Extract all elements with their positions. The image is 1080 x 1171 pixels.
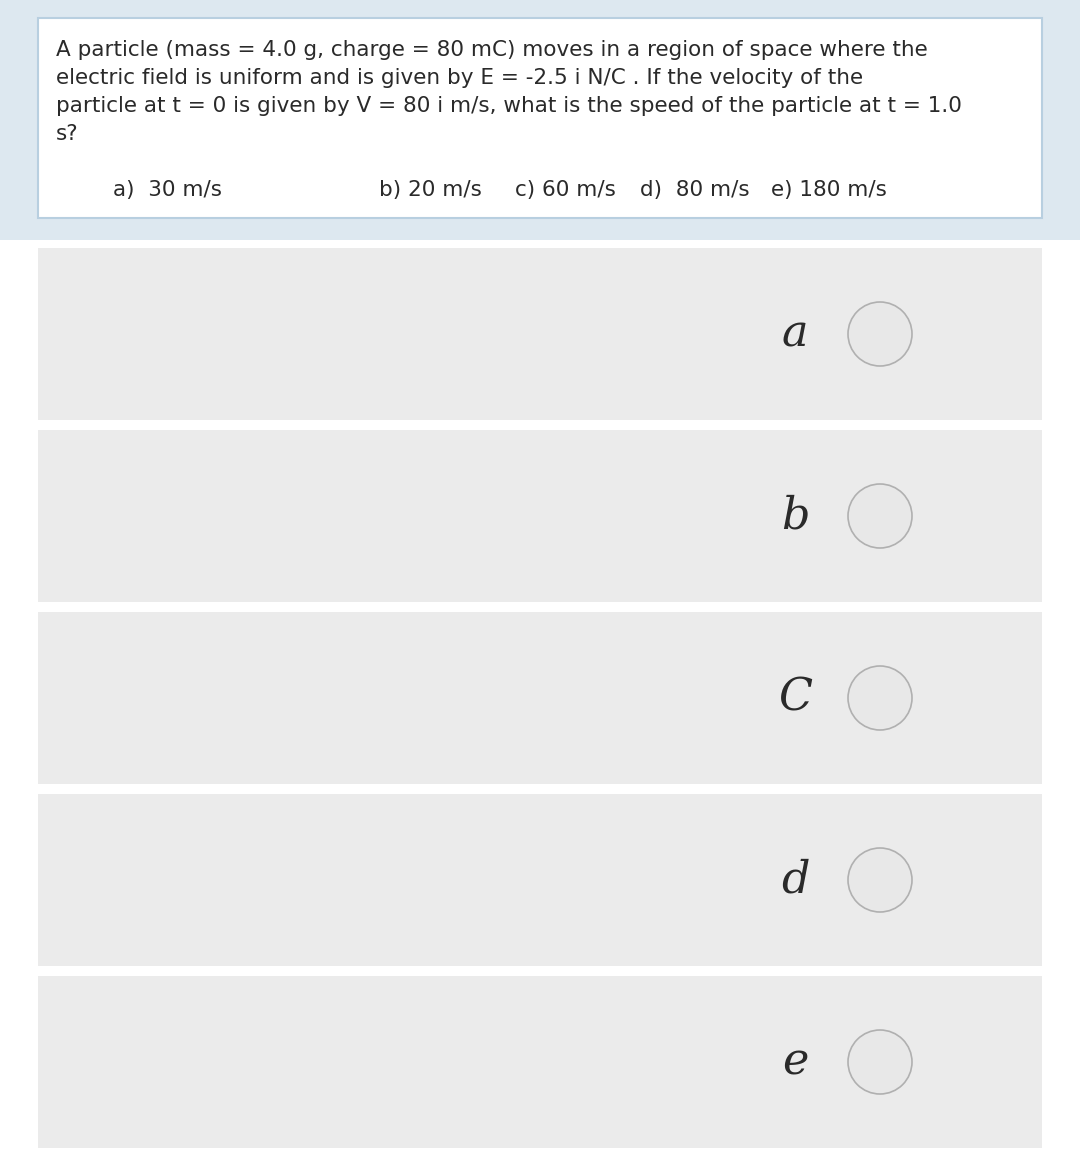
- Text: a: a: [782, 313, 808, 356]
- Bar: [38, 612, 1042, 785]
- Text: b: b: [781, 494, 809, 537]
- Circle shape: [848, 848, 912, 912]
- Bar: [38, 18, 1042, 218]
- Circle shape: [848, 666, 912, 730]
- Text: e: e: [782, 1040, 808, 1083]
- Text: c) 60 m/s: c) 60 m/s: [515, 180, 616, 200]
- Bar: [38, 248, 1042, 420]
- Text: b) 20 m/s: b) 20 m/s: [379, 180, 483, 200]
- Text: particle at t = 0 is given by V = 80 i m/s, what is the speed of the particle at: particle at t = 0 is given by V = 80 i m…: [56, 96, 962, 116]
- Circle shape: [848, 484, 912, 548]
- Bar: [38, 430, 1042, 602]
- Text: s?: s?: [56, 124, 79, 144]
- Text: A particle (mass = 4.0 g, charge = 80 mC) moves in a region of space where the: A particle (mass = 4.0 g, charge = 80 mC…: [56, 40, 928, 60]
- Text: d)  80 m/s: d) 80 m/s: [640, 180, 750, 200]
- Circle shape: [848, 302, 912, 367]
- Circle shape: [848, 1030, 912, 1094]
- Text: electric field is uniform and is given by E = -2.5 i N/C . If the velocity of th: electric field is uniform and is given b…: [56, 68, 863, 88]
- Bar: [38, 794, 1042, 966]
- Text: C: C: [778, 677, 812, 720]
- Bar: [38, 975, 1042, 1148]
- Text: d: d: [781, 858, 809, 902]
- Text: a)  30 m/s: a) 30 m/s: [113, 180, 222, 200]
- Text: e) 180 m/s: e) 180 m/s: [771, 180, 887, 200]
- Bar: [0, 0, 1080, 240]
